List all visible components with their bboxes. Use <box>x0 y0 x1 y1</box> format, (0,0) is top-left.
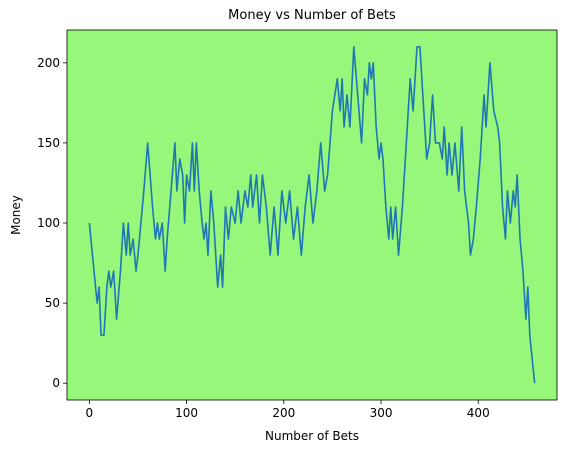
y-tick-label: 100 <box>37 216 60 230</box>
x-axis-label: Number of Bets <box>265 429 359 443</box>
x-tick-label: 100 <box>175 406 198 420</box>
chart-title: Money vs Number of Bets <box>228 8 396 23</box>
x-tick-label: 300 <box>370 406 393 420</box>
y-axis-label: Money <box>9 195 23 235</box>
plot-frame <box>66 29 558 401</box>
x-tick-label: 200 <box>272 406 295 420</box>
x-tick-label: 0 <box>86 406 94 420</box>
y-tick-label: 50 <box>45 296 60 310</box>
y-tick-label: 0 <box>52 376 60 390</box>
x-tick-label: 400 <box>467 406 490 420</box>
y-tick-label: 150 <box>37 136 60 150</box>
money-line <box>88 46 536 384</box>
y-tick-label: 200 <box>37 56 60 70</box>
